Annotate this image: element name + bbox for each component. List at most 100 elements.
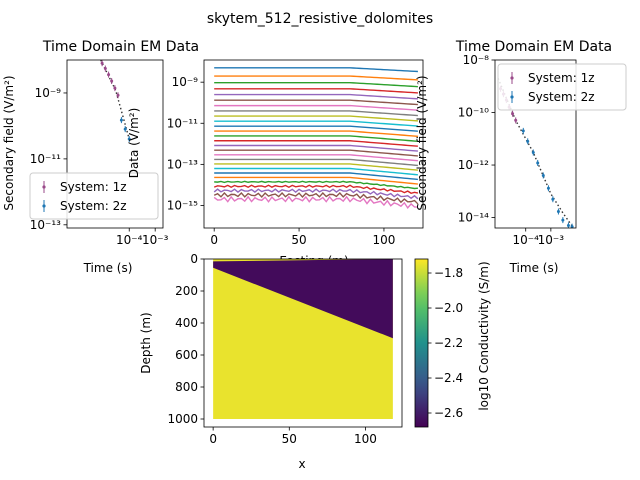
profile-channel-line [214, 93, 418, 100]
right-decay-point [531, 151, 535, 155]
suptitle: skytem_512_resistive_dolomites [207, 11, 433, 27]
colorbar-tick-label: −2.4 [434, 371, 463, 385]
colorbar [414, 258, 429, 428]
profile-channel-line [214, 130, 418, 137]
right-decay-point [546, 186, 550, 190]
left-decay-legend-dot [42, 204, 46, 208]
left-decay-legend-entry: System: 2z [60, 199, 127, 213]
right-decay-point [566, 223, 570, 227]
left-decay-ytick-label: 10⁻⁹ [35, 86, 62, 100]
left-decay-legend-box [29, 172, 159, 220]
profile-xtick-label: 100 [373, 233, 396, 247]
profile-channel-line [214, 163, 418, 171]
profile-frame [203, 59, 424, 229]
right-decay-panel: Time Domain EM Data Time (s) Secondary f… [415, 39, 627, 275]
profile-channel-line [214, 104, 418, 111]
profile-channel-line [214, 67, 418, 73]
profile-channel-line [214, 149, 418, 157]
left-decay-xtick-label: 10⁻³ [142, 233, 169, 247]
profile-channel-line [214, 120, 418, 127]
left-decay-point [103, 67, 107, 71]
right-decay-xtick-label: 10⁻⁴ [513, 233, 540, 247]
profile-channel-line [214, 180, 418, 190]
right-decay-point [570, 225, 574, 228]
profile-channel-line [214, 140, 418, 147]
profile-channel-line [213, 191, 419, 205]
right-decay-legend-dot [510, 76, 514, 80]
profile-channel-line [214, 110, 418, 117]
colorbar-tick-label: −2.2 [434, 336, 463, 350]
profile-panel: Easting (m) Data (V/m²) 05010010⁻⁹10⁻¹¹1… [127, 59, 424, 268]
right-decay-title: Time Domain EM Data [455, 39, 612, 55]
profile-channel-line [214, 81, 418, 88]
right-decay-legend-entry: System: 1z [528, 71, 595, 85]
model-frame [203, 258, 403, 428]
profile-channel-line [214, 154, 418, 162]
model-xtick-label: 100 [354, 432, 377, 446]
left-decay-legend-dot [42, 185, 46, 189]
profile-channel-line [213, 195, 418, 210]
left-decay-point [123, 127, 127, 131]
left-decay-point [110, 79, 114, 83]
profile-channel-line [214, 158, 418, 167]
left-decay-title: Time Domain EM Data [42, 39, 199, 55]
right-decay-legend-entry: System: 2z [528, 90, 595, 104]
profile-channel-line [214, 75, 418, 81]
profile-xtick-label: 0 [210, 233, 218, 247]
right-decay-ytick-label: 10⁻¹⁰ [458, 106, 489, 120]
right-decay-point [514, 118, 518, 122]
model-xlabel: x [298, 457, 305, 471]
profile-ylabel: Data (V/m²) [127, 108, 141, 179]
profile-channel-line [214, 125, 418, 132]
left-decay-ytick-label: 10⁻¹¹ [30, 152, 61, 166]
profile-channel-line [214, 144, 418, 152]
profile-ytick-label: 10⁻⁹ [172, 75, 199, 89]
model-resistive-layer [213, 259, 393, 339]
left-decay-ytick-label: 10⁻¹³ [30, 218, 61, 232]
profile-channel-line [214, 172, 418, 181]
left-decay-legend-entry: System: 1z [60, 180, 127, 194]
colorbar-tick-label: −2.6 [434, 406, 463, 420]
profile-channel-line [214, 167, 418, 176]
left-decay-frame [66, 59, 164, 229]
right-decay-point [541, 173, 545, 177]
right-decay-xlabel: Time (s) [509, 261, 559, 275]
profile-channel-line [213, 184, 419, 195]
colorbar-tick-label: −1.8 [434, 266, 463, 280]
right-decay-point [551, 197, 555, 201]
profile-channel-line [214, 88, 418, 94]
profile-channel-line [214, 99, 418, 106]
left-decay-point [127, 137, 131, 141]
profile-ytick-label: 10⁻¹¹ [167, 116, 198, 130]
left-decay-point [116, 93, 120, 97]
model-ylabel: Depth (m) [139, 312, 153, 373]
model-ytick-label: 800 [175, 380, 198, 394]
profile-channel-line [214, 135, 418, 142]
left-decay-xlabel: Time (s) [83, 261, 133, 275]
right-decay-point [561, 218, 565, 222]
profile-ytick-label: 10⁻¹³ [167, 157, 198, 171]
right-decay-point [556, 209, 560, 213]
model-ytick-label: 200 [175, 284, 198, 298]
right-decay-xtick-label: 10⁻³ [538, 233, 565, 247]
right-decay-frame [494, 59, 577, 229]
right-decay-legend-dot [510, 95, 514, 99]
right-decay-point [521, 129, 525, 133]
left-decay-point [119, 118, 123, 122]
right-decay-ytick-label: 10⁻¹⁴ [458, 211, 489, 225]
right-decay-legend-box [497, 63, 627, 111]
model-ytick-label: 1000 [167, 412, 198, 426]
left-decay-point [113, 86, 117, 90]
profile-plot-area [213, 67, 419, 210]
right-decay-point [526, 139, 530, 143]
left-decay-point [100, 61, 104, 65]
left-decay-plot-area [100, 60, 131, 143]
model-ytick-label: 400 [175, 316, 198, 330]
left-decay-point [107, 73, 111, 77]
model-xtick-label: 50 [282, 432, 297, 446]
left-decay-xtick-label: 10⁻⁴ [116, 233, 143, 247]
right-decay-ylabel: Secondary field (V/m²) [415, 75, 429, 210]
colorbar-label: log10 Conductivity (S/m) [477, 261, 491, 410]
model-ytick-label: 0 [190, 252, 198, 266]
